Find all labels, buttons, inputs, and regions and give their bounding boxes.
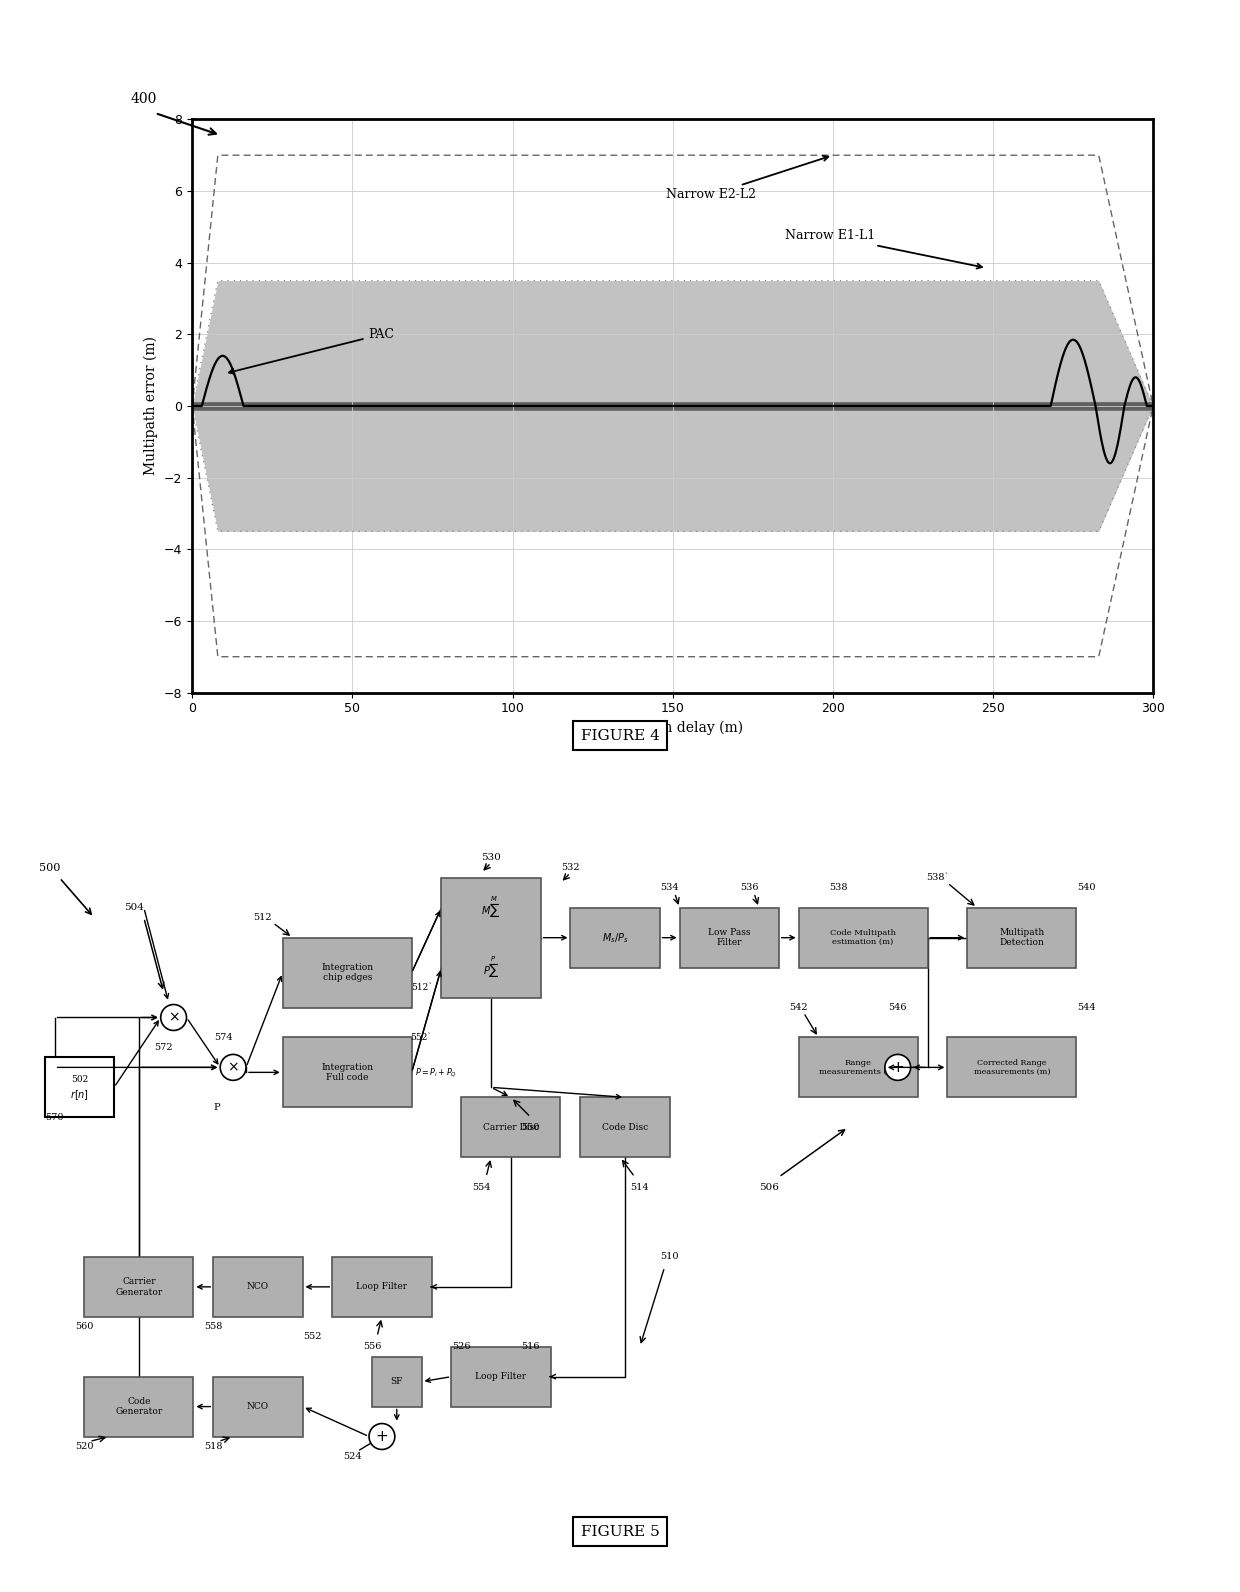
Text: 570: 570 (46, 1113, 63, 1122)
Text: 554: 554 (472, 1183, 490, 1191)
Text: Code
Generator: Code Generator (115, 1396, 162, 1417)
Text: 514: 514 (630, 1183, 650, 1191)
Text: +: + (376, 1430, 388, 1444)
Text: 400: 400 (130, 92, 156, 107)
Text: $r[n]$: $r[n]$ (69, 1089, 89, 1102)
Text: Loop Filter: Loop Filter (475, 1372, 527, 1382)
Text: FIGURE 4: FIGURE 4 (580, 729, 660, 742)
Text: Low Pass
Filter: Low Pass Filter (708, 928, 750, 947)
FancyBboxPatch shape (84, 1377, 193, 1436)
Text: 574: 574 (213, 1033, 233, 1041)
Text: Carrier
Generator: Carrier Generator (115, 1277, 162, 1296)
FancyBboxPatch shape (680, 907, 779, 968)
Text: 540: 540 (1078, 884, 1095, 892)
Text: 502: 502 (71, 1075, 88, 1084)
Text: PAC: PAC (229, 328, 394, 374)
Text: 550: 550 (522, 1122, 539, 1132)
FancyBboxPatch shape (947, 1038, 1076, 1097)
Circle shape (161, 1005, 186, 1030)
FancyBboxPatch shape (799, 907, 928, 968)
Text: 532: 532 (560, 863, 580, 872)
Text: 516: 516 (522, 1342, 539, 1352)
FancyBboxPatch shape (799, 1038, 918, 1097)
Text: 572: 572 (154, 1043, 174, 1052)
Text: 506: 506 (759, 1183, 779, 1191)
Text: NCO: NCO (247, 1403, 269, 1411)
Text: ×: × (167, 1011, 180, 1025)
FancyBboxPatch shape (441, 877, 541, 998)
FancyBboxPatch shape (213, 1258, 303, 1317)
Text: Range
measurements (m): Range measurements (m) (818, 1059, 898, 1076)
Text: NCO: NCO (247, 1283, 269, 1291)
Text: 552: 552 (304, 1333, 321, 1340)
Text: 520: 520 (76, 1442, 93, 1450)
Text: 542: 542 (789, 1003, 808, 1013)
Circle shape (370, 1423, 394, 1449)
Text: Narrow E2-L2: Narrow E2-L2 (666, 156, 828, 201)
Text: 536: 536 (740, 884, 758, 892)
Text: Integration
chip edges: Integration chip edges (321, 963, 373, 982)
FancyBboxPatch shape (967, 907, 1076, 968)
Text: 556: 556 (363, 1342, 381, 1352)
Text: SF: SF (391, 1377, 403, 1387)
Text: Loop Filter: Loop Filter (356, 1283, 408, 1291)
Text: 544: 544 (1076, 1003, 1096, 1013)
Text: 504: 504 (124, 903, 144, 912)
Text: 500: 500 (38, 863, 61, 872)
Text: Corrected Range
measurements (m): Corrected Range measurements (m) (973, 1059, 1050, 1076)
Text: 524: 524 (342, 1452, 362, 1461)
Text: $M_s/P_s$: $M_s/P_s$ (601, 931, 629, 944)
Text: +: + (892, 1060, 904, 1075)
Text: 538`: 538` (926, 874, 949, 882)
Text: Code Multipath
estimation (m): Code Multipath estimation (m) (830, 930, 897, 946)
FancyBboxPatch shape (332, 1258, 432, 1317)
FancyBboxPatch shape (213, 1377, 303, 1436)
Text: 510: 510 (661, 1253, 678, 1261)
FancyBboxPatch shape (84, 1258, 193, 1317)
Text: $\underset{}{P}\sum^{P}$: $\underset{}{P}\sum^{P}$ (482, 955, 500, 981)
Text: $\underset{}{M}\sum^{M}$: $\underset{}{M}\sum^{M}$ (481, 895, 501, 920)
FancyBboxPatch shape (372, 1356, 422, 1407)
Text: 546: 546 (889, 1003, 906, 1013)
Text: 526: 526 (453, 1342, 470, 1352)
Text: FIGURE 5: FIGURE 5 (580, 1525, 660, 1538)
Text: 560: 560 (76, 1323, 93, 1331)
X-axis label: Multipath delay (m): Multipath delay (m) (603, 721, 743, 736)
FancyBboxPatch shape (451, 1347, 551, 1407)
Text: 512: 512 (253, 914, 273, 922)
Text: 534: 534 (660, 884, 680, 892)
Text: 530: 530 (481, 853, 501, 863)
Text: Code Disc: Code Disc (601, 1122, 649, 1132)
Circle shape (885, 1054, 910, 1081)
Text: 538: 538 (830, 884, 847, 892)
FancyBboxPatch shape (283, 938, 412, 1008)
Y-axis label: Multipath error (m): Multipath error (m) (144, 336, 159, 476)
FancyBboxPatch shape (580, 1097, 670, 1157)
Text: Carrier Disc: Carrier Disc (482, 1122, 539, 1132)
FancyBboxPatch shape (461, 1097, 560, 1157)
Text: 558: 558 (205, 1323, 222, 1331)
Text: 552`: 552` (410, 1033, 433, 1041)
FancyBboxPatch shape (283, 1038, 412, 1108)
FancyBboxPatch shape (45, 1057, 114, 1118)
FancyBboxPatch shape (570, 907, 660, 968)
Text: 518: 518 (205, 1442, 222, 1450)
Text: Multipath
Detection: Multipath Detection (999, 928, 1044, 947)
Text: Integration
Full code: Integration Full code (321, 1063, 373, 1083)
Text: 512`: 512` (410, 984, 433, 992)
Text: $P=P_i+P_Q$: $P=P_i+P_Q$ (414, 1067, 456, 1079)
Text: Narrow E1-L1: Narrow E1-L1 (785, 229, 982, 269)
Text: ×: × (227, 1060, 239, 1075)
Text: P: P (213, 1103, 219, 1111)
Circle shape (221, 1054, 246, 1081)
